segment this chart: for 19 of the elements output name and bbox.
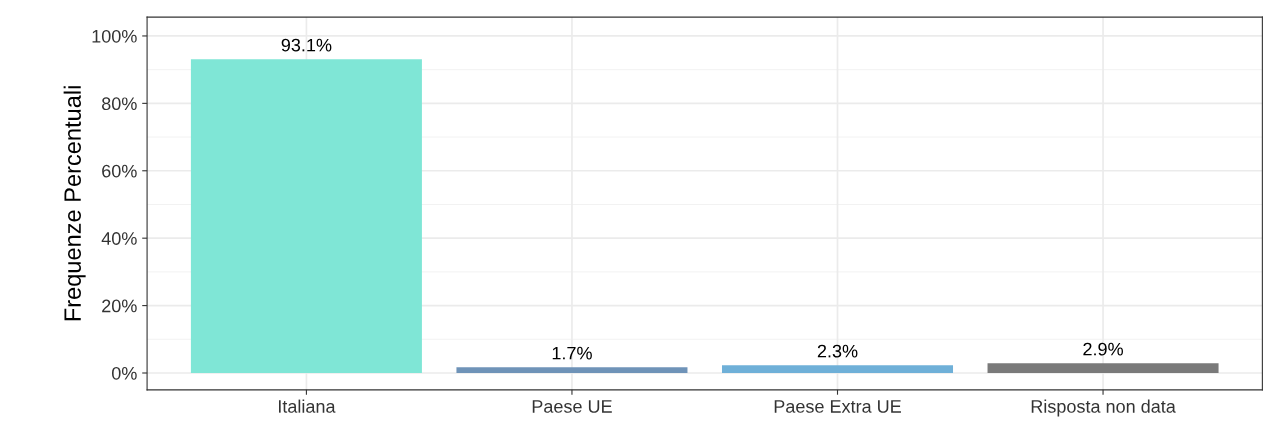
x-tick-label: Paese Extra UE — [774, 400, 901, 413]
y-tick-label: 40% — [101, 232, 137, 245]
y-tick-label: 20% — [102, 299, 137, 313]
bar — [456, 367, 688, 373]
data-label: 2.3% — [817, 344, 858, 358]
y-tick-label: 60% — [102, 164, 137, 178]
x-tick-label: Italiana — [278, 399, 336, 413]
x-tick-label: Paese UE — [532, 400, 612, 413]
data-label: 2.9% — [1083, 342, 1123, 356]
x-tick-label: Risposta non data — [1031, 399, 1176, 417]
y-tick-label: 100% — [92, 29, 137, 43]
bar — [987, 363, 1219, 373]
y-tick-label: 80% — [102, 97, 137, 111]
data-label: 1.7% — [552, 346, 592, 360]
bar — [190, 59, 422, 373]
y-axis-title: Frequenze Percentuali — [63, 86, 86, 321]
bar — [721, 365, 954, 373]
data-label: 93.1% — [281, 38, 332, 52]
y-tick-label: 0% — [111, 366, 137, 380]
